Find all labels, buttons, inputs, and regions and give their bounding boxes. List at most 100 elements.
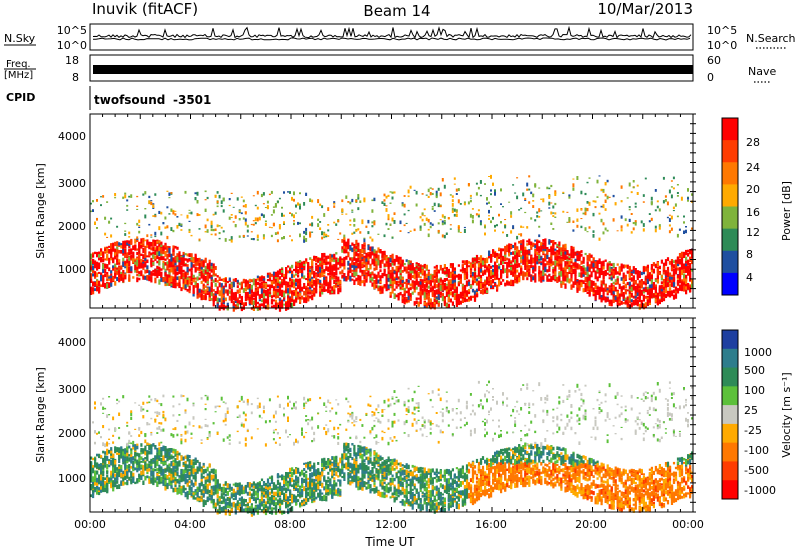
range-gate-cell <box>260 193 263 198</box>
range-gate-cell <box>680 257 684 263</box>
range-gate-cell <box>654 287 657 294</box>
range-gate-cell <box>614 279 617 282</box>
range-gate-cell <box>291 302 294 309</box>
range-gate-cell <box>604 288 607 292</box>
range-gate-cell <box>391 272 394 277</box>
range-gate-cell <box>520 265 523 269</box>
range-gate-cell <box>319 272 322 278</box>
range-gate-cell <box>496 256 499 261</box>
range-gate-cell <box>132 255 135 259</box>
range-gate-cell <box>455 274 458 278</box>
range-gate-cell <box>552 274 555 281</box>
range-gate-cell <box>654 279 657 283</box>
range-gate-cell <box>250 279 253 283</box>
range-gate-cell <box>254 298 257 304</box>
range-gate-cell <box>363 249 366 254</box>
range-gate-cell <box>678 260 682 265</box>
range-gate-cell <box>630 299 633 302</box>
range-gate-cell <box>110 278 113 283</box>
range-gate-cell <box>403 195 406 197</box>
range-gate-cell <box>377 274 380 278</box>
range-gate-cell <box>656 294 659 300</box>
range-gate-cell <box>291 279 294 284</box>
range-gate-cell <box>130 266 133 272</box>
range-gate-cell <box>580 208 583 210</box>
range-gate-cell <box>166 206 169 209</box>
range-gate-cell <box>640 299 643 304</box>
range-gate-cell <box>100 248 103 254</box>
range-gate-cell <box>156 254 159 260</box>
range-gate-cell <box>256 206 259 210</box>
range-gate-cell <box>602 222 605 226</box>
range-gate-cell <box>590 283 593 289</box>
range-gate-cell <box>536 215 539 218</box>
range-gate-cell <box>371 199 374 202</box>
range-gate-cell <box>379 285 382 291</box>
range-gate-cell <box>419 225 422 229</box>
range-gate-cell <box>413 287 416 293</box>
range-gate-cell <box>387 269 390 274</box>
range-gate-cell <box>536 259 539 265</box>
range-gate-cell <box>152 203 155 206</box>
range-gate-cell <box>668 272 672 277</box>
range-gate-cell <box>172 229 175 233</box>
range-gate-cell <box>441 295 444 302</box>
range-gate-cell <box>351 272 354 277</box>
range-gate-cell <box>118 242 121 246</box>
range-gate-cell <box>427 293 430 297</box>
range-gate-cell <box>520 259 523 264</box>
range-gate-cell <box>305 231 308 236</box>
range-gate-cell <box>150 265 153 268</box>
range-gate-cell <box>672 278 676 284</box>
range-gate-cell <box>407 209 410 212</box>
range-gate-cell <box>218 232 221 235</box>
range-gate-cell <box>172 251 175 256</box>
range-gate-cell <box>516 195 519 200</box>
range-gate-cell <box>256 306 259 311</box>
power-colorbar-frame <box>721 117 739 296</box>
range-gate-cell <box>124 261 127 265</box>
range-gate-cell <box>632 266 635 272</box>
range-gate-cell <box>291 213 293 217</box>
range-gate-cell <box>206 218 209 222</box>
range-gate-cell <box>361 269 364 274</box>
range-gate-cell <box>254 304 257 308</box>
range-gate-cell <box>90 473 93 479</box>
range-gate-cell <box>556 276 559 283</box>
range-gate-cell <box>204 289 207 294</box>
range-gate-cell <box>606 195 609 200</box>
range-gate-cell <box>401 284 404 291</box>
range-gate-cell <box>182 278 185 284</box>
range-gate-cell <box>106 253 109 259</box>
range-gate-cell <box>188 280 191 285</box>
range-gate-cell <box>266 279 270 282</box>
range-gate-cell <box>530 257 533 263</box>
range-gate-cell <box>375 279 378 282</box>
range-gate-cell <box>415 265 418 269</box>
range-gate-cell <box>457 264 460 267</box>
range-gate-cell <box>660 291 663 297</box>
range-gate-cell <box>299 233 301 238</box>
range-gate-cell <box>616 302 619 307</box>
range-gate-cell <box>293 274 296 278</box>
range-gate-cell <box>224 238 227 242</box>
range-gate-cell <box>421 218 424 222</box>
range-gate-cell <box>196 261 199 266</box>
range-gate-cell <box>427 228 430 231</box>
range-gate-cell <box>242 304 245 310</box>
range-gate-cell <box>369 266 372 270</box>
range-gate-cell <box>192 291 195 297</box>
range-gate-cell <box>94 401 96 405</box>
range-gate-cell <box>492 265 495 268</box>
range-gate-cell <box>433 274 436 279</box>
range-gate-cell <box>405 222 408 224</box>
range-gate-cell <box>194 266 197 273</box>
range-gate-cell <box>192 285 195 289</box>
range-gate-cell <box>614 282 617 285</box>
range-gate-cell <box>413 301 416 306</box>
range-gate-cell <box>588 277 591 282</box>
range-gate-cell <box>508 281 511 286</box>
range-gate-cell <box>198 272 201 276</box>
range-gate-cell <box>198 214 201 216</box>
range-gate-cell <box>186 278 189 285</box>
